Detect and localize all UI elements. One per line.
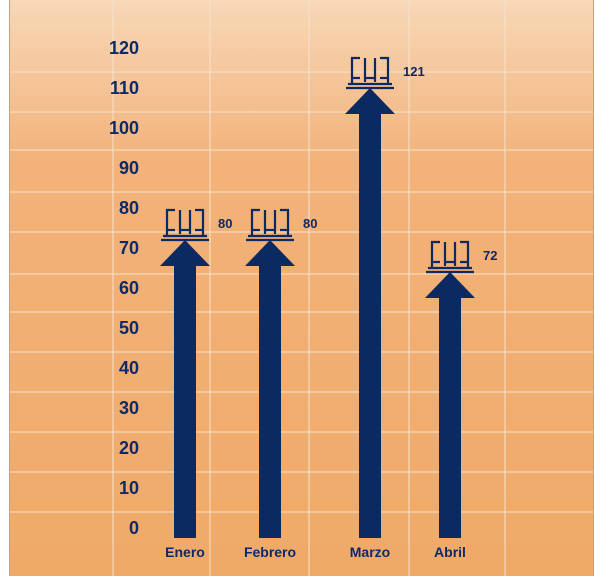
bar-arrowhead [160,240,210,266]
grid-lines [10,0,593,576]
data-label: 80 [218,216,232,231]
pallet-icon [161,208,209,242]
data-label: 72 [483,248,497,263]
y-tick-label: 110 [110,78,139,98]
data-label: 121 [403,64,425,79]
bar-arrow: 80 [245,208,317,538]
bar-arrowhead [345,88,395,114]
x-tick-label: Abril [434,544,466,560]
y-tick-label: 120 [109,38,139,58]
bar-shaft [359,113,381,538]
x-tick-label: Marzo [350,544,390,560]
y-tick-label: 60 [119,278,139,298]
bar-arrowhead [245,240,295,266]
bar-arrowhead [425,272,475,298]
bar-arrow: 72 [425,240,497,538]
y-tick-label: 30 [119,398,139,418]
y-tick-label: 40 [119,358,139,378]
data-label: 80 [303,216,317,231]
bar-shaft [174,265,196,538]
y-tick-label: 10 [119,478,139,498]
pallet-icon [346,56,394,90]
x-axis-labels: Enero Febrero Marzo Abril [165,544,466,560]
bar-arrow: 80 [160,208,232,538]
y-tick-label: 90 [119,158,139,178]
bar-shaft [439,297,461,538]
y-tick-label: 50 [119,318,139,338]
y-axis-ticks: 0 10 20 30 40 50 60 70 80 90 100 110 120 [109,38,139,538]
y-tick-label: 0 [129,518,139,538]
bar-shaft [259,265,281,538]
y-tick-label: 20 [119,438,139,458]
y-tick-label: 80 [119,198,139,218]
x-tick-label: Febrero [244,544,296,560]
y-tick-label: 70 [119,238,139,258]
bars: 80 80 121 72 [160,56,497,538]
pallet-icon [426,240,474,274]
pallet-icon [246,208,294,242]
plot-background [10,0,593,576]
bar-arrow: 121 [345,56,425,538]
y-tick-label: 100 [109,118,139,138]
x-tick-label: Enero [165,544,205,560]
